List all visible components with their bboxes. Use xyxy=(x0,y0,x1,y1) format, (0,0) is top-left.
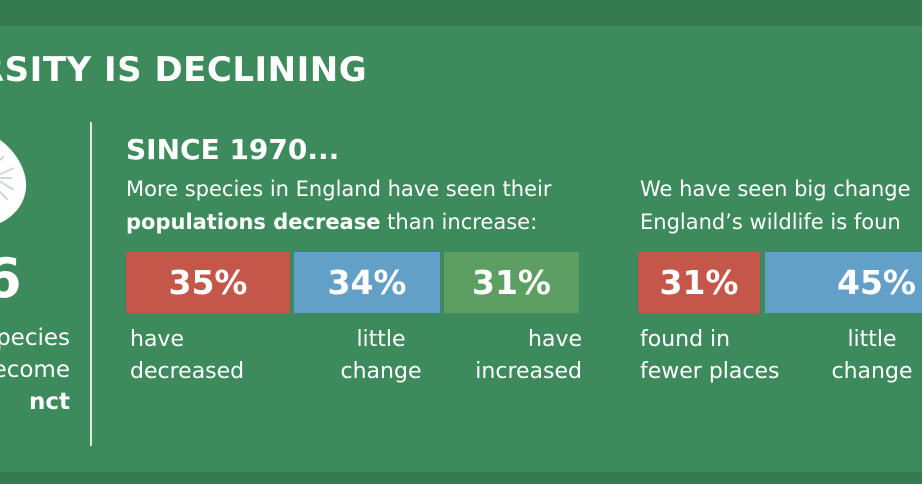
label-little-change-2: little change xyxy=(822,324,922,388)
label-fewer-places: found in fewer places xyxy=(640,324,780,388)
section1-line-1: More species in England have seen their xyxy=(126,177,552,201)
bar-fewer-places: 31% xyxy=(638,252,760,313)
label-little-change: little change xyxy=(326,324,436,388)
label-little-change-2-1: little xyxy=(847,327,897,352)
label-decreased-1: have xyxy=(130,327,184,352)
extinct-caption: pecies ecome nct xyxy=(0,322,70,418)
section1-line-2-bold: populations decrease xyxy=(126,210,381,234)
section1-description: More species in England have seen their … xyxy=(126,173,552,239)
section2-description: We have seen big change England’s wildli… xyxy=(640,173,911,239)
section-divider xyxy=(90,122,92,446)
extinct-line-3: nct xyxy=(28,389,70,415)
label-decreased: have decreased xyxy=(130,324,244,388)
bar-little-change: 34% xyxy=(294,252,440,313)
label-increased-2: increased xyxy=(475,359,582,384)
bar-little-change-2: 45% xyxy=(765,252,922,313)
bar-little-change-2-value: 45% xyxy=(837,263,916,302)
label-fewer-places-1: found in xyxy=(640,327,731,352)
label-fewer-places-2: fewer places xyxy=(640,359,780,384)
section2-line-1: We have seen big change xyxy=(640,177,911,201)
leaf-icon xyxy=(0,139,27,223)
bar-decreased: 35% xyxy=(126,252,290,313)
section1-line-2-rest: than increase: xyxy=(380,210,538,234)
bar-increased: 31% xyxy=(444,252,579,313)
extinct-count: 6 xyxy=(0,247,22,310)
top-band xyxy=(0,0,922,26)
extinct-line-1: pecies xyxy=(0,325,70,351)
label-little-change-2-2: change xyxy=(831,359,913,384)
section-heading: SINCE 1970... xyxy=(126,133,340,166)
label-decreased-2: decreased xyxy=(130,359,245,384)
label-increased-1: have xyxy=(528,327,582,352)
extinct-line-2: ecome xyxy=(0,357,70,383)
label-increased: have increased xyxy=(462,324,582,388)
bottom-band xyxy=(0,472,922,484)
section2-line-2: England’s wildlife is foun xyxy=(640,210,901,234)
label-little-change-2: change xyxy=(340,359,422,384)
page-title: RSITY IS DECLINING xyxy=(0,50,368,90)
label-little-change-1: little xyxy=(356,327,406,352)
